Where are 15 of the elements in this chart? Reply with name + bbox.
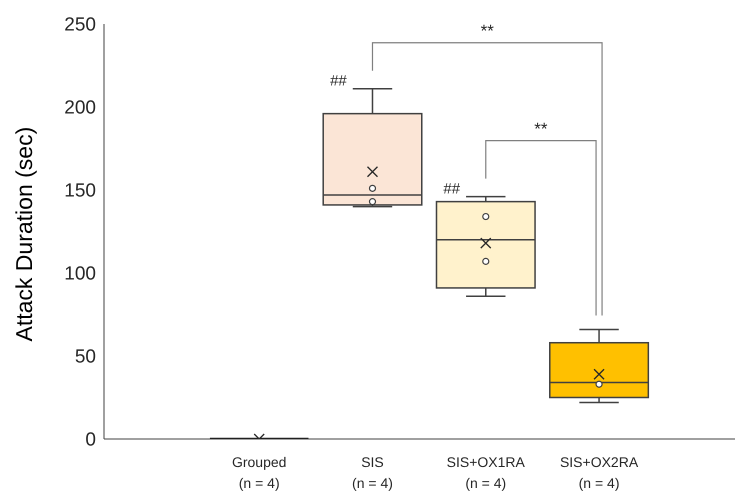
y-tick-label: 100 bbox=[64, 264, 96, 285]
y-axis-title: Attack Duration (sec) bbox=[11, 126, 38, 342]
y-tick-label: 150 bbox=[64, 180, 96, 202]
y-tick-label: 200 bbox=[64, 98, 96, 119]
x-tick-label: SIS (n = 4) bbox=[352, 454, 393, 491]
x-tick-label: Grouped (n = 4) bbox=[232, 454, 286, 491]
y-tick-label: 250 bbox=[64, 14, 96, 36]
y-tick-label: 0 bbox=[85, 430, 96, 451]
x-tick-label: SIS+OX1RA (n = 4) bbox=[446, 454, 526, 491]
annotation: ## bbox=[443, 180, 461, 198]
y-tick-label: 50 bbox=[74, 346, 96, 368]
annotation: ** bbox=[480, 22, 494, 41]
annotation: ## bbox=[330, 72, 348, 90]
x-tick-label: SIS+OX2RA (n = 4) bbox=[560, 454, 639, 491]
annotation: ** bbox=[534, 120, 548, 139]
